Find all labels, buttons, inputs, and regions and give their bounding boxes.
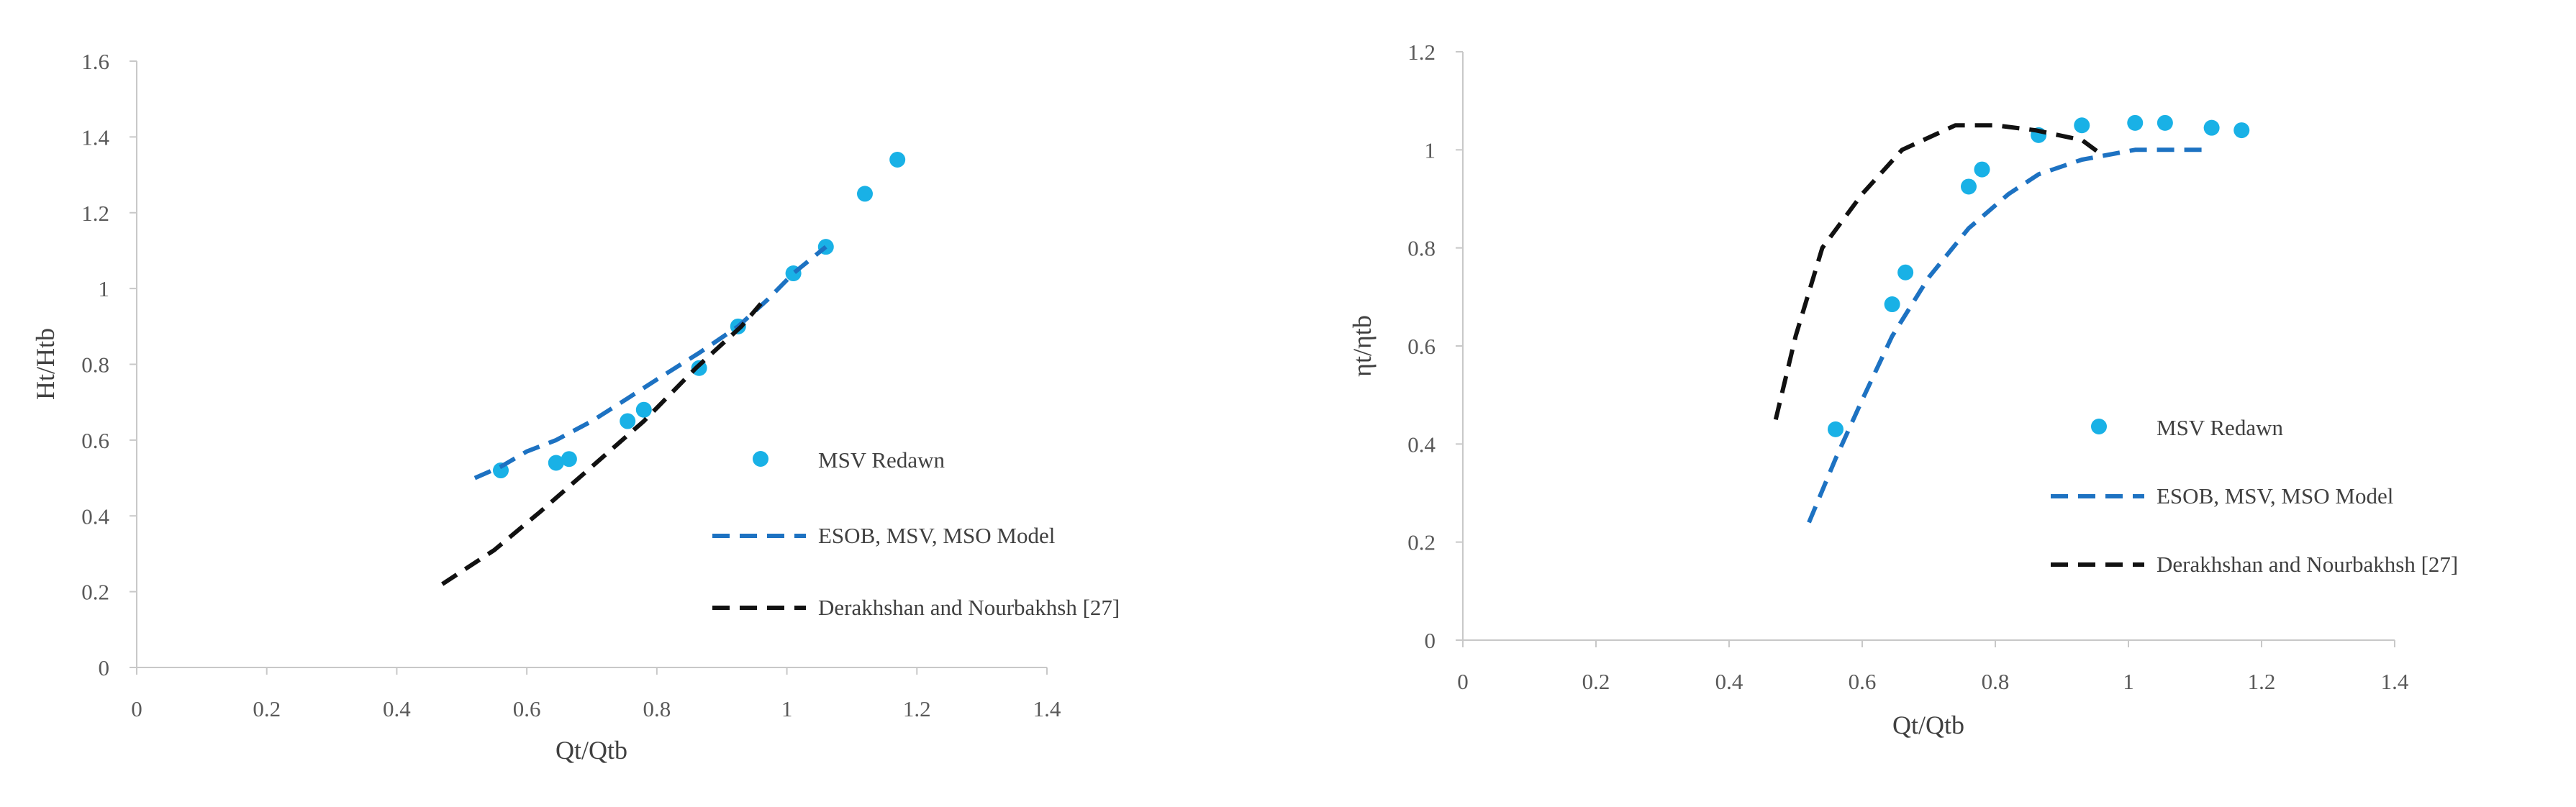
data-point-msv-redawn — [2203, 119, 2220, 136]
data-point-msv-redawn — [620, 413, 636, 429]
data-point-msv-redawn — [1961, 178, 1977, 195]
x-tick-label: 0.4 — [1715, 669, 1743, 694]
y-tick-label: 0.8 — [81, 352, 109, 378]
legend-label: ESOB, MSV, MSO Model — [2157, 483, 2393, 509]
x-tick-label: 1.2 — [2248, 669, 2276, 694]
series-line-model — [1807, 147, 2208, 524]
x-tick-label: 0.6 — [513, 696, 541, 721]
data-point-msv-redawn — [1828, 421, 1843, 437]
y-axis-label: Ht/Htb — [31, 328, 60, 400]
x-tick-label: 0.2 — [253, 696, 281, 721]
data-point-msv-redawn — [548, 455, 564, 471]
y-tick-label: 1.4 — [81, 124, 109, 150]
x-tick-label: 0.2 — [1582, 669, 1610, 694]
y-tick-label: 0 — [99, 655, 110, 680]
x-tick-label: 0 — [1457, 669, 1469, 694]
data-point-msv-redawn — [2157, 114, 2173, 131]
legend-label: MSV Redawn — [2157, 415, 2283, 440]
y-tick-label: 1 — [99, 276, 110, 301]
y-tick-label: 1.2 — [81, 201, 109, 226]
y-tick-label: 1 — [1425, 137, 1436, 163]
data-point-msv-redawn — [1897, 264, 1914, 281]
data-point-msv-redawn — [2233, 122, 2250, 139]
x-tick-label: 0.8 — [1982, 669, 2010, 694]
legend-label: MSV Redawn — [818, 447, 945, 473]
x-axis-label: Qt/Qtb — [555, 736, 627, 765]
y-tick-label: 0.4 — [81, 503, 109, 529]
x-tick-label: 0.8 — [643, 696, 671, 721]
x-tick-label: 1.2 — [903, 696, 931, 721]
x-tick-label: 0 — [131, 696, 142, 721]
x-tick-label: 1 — [781, 696, 793, 721]
y-tick-label: 1.6 — [81, 49, 109, 74]
data-point-msv-redawn — [889, 151, 906, 168]
y-tick-label: 0 — [1425, 628, 1436, 653]
legend-marker — [2091, 419, 2107, 434]
chart-efficiency-ratio: 0 0.2 0.4 0.6 0.8 1 1.2 1.4 0 0.2 0.4 0.6 0.8 1 1.2 Qt/… — [1348, 40, 2458, 739]
y-tick-label: 0.6 — [1407, 334, 1436, 359]
data-point-msv-redawn — [1884, 296, 1900, 313]
y-axis-label: ηt/ηtb — [1348, 315, 1377, 377]
y-tick-label: 0.2 — [81, 580, 109, 605]
y-tick-label: 0.4 — [1407, 432, 1436, 457]
x-tick-label: 0.4 — [383, 696, 411, 721]
x-tick-label: 1 — [2123, 669, 2134, 694]
data-point-msv-redawn — [2127, 114, 2144, 131]
x-tick-label: 1.4 — [2381, 669, 2409, 694]
data-point-msv-redawn — [1974, 161, 1990, 178]
x-axis-label: Qt/Qtb — [1892, 711, 1964, 739]
y-tick-label: 0.2 — [1407, 530, 1436, 555]
legend-marker — [753, 451, 768, 467]
y-tick-label: 1.2 — [1407, 40, 1436, 65]
data-point-msv-redawn — [561, 451, 577, 468]
series-line-model — [473, 245, 827, 480]
series-line-reference — [441, 302, 763, 586]
legend-label: ESOB, MSV, MSO Model — [818, 523, 1055, 548]
series-line-reference — [1773, 123, 2103, 420]
data-point-msv-redawn — [2074, 117, 2090, 134]
y-tick-label: 0.8 — [1407, 236, 1436, 261]
data-point-msv-redawn — [857, 186, 873, 202]
y-tick-label: 0.6 — [81, 428, 109, 453]
x-tick-label: 1.4 — [1033, 696, 1061, 721]
chart-head-ratio: 0 0.2 0.4 0.6 0.8 1 1.2 1.4 0 0.2 0.4 0.6 0.8 1 1.2 1.4… — [31, 49, 1120, 765]
data-point-msv-redawn — [635, 401, 652, 418]
legend-label: Derakhshan and Nourbakhsh [27] — [818, 595, 1120, 620]
x-tick-label: 0.6 — [1849, 669, 1877, 694]
legend-label: Derakhshan and Nourbakhsh [27] — [2157, 552, 2458, 577]
